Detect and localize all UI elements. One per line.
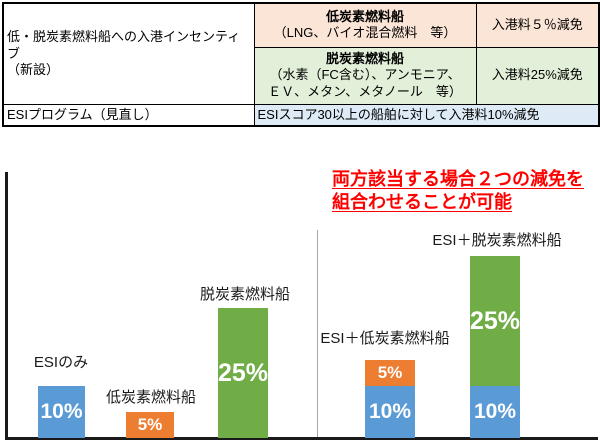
bar-segment: 5% bbox=[126, 412, 174, 438]
bar-category-label: ESI＋脱炭素燃料船 bbox=[432, 232, 562, 249]
esi-program-detail-cell: ESIスコア30以上の船舶に対して入港料10%減免 bbox=[253, 103, 600, 127]
bar-category-label: 脱炭素燃料船 bbox=[199, 286, 291, 303]
low-carbon-ship-examples: （LNG、バイオ混合燃料 等） bbox=[273, 25, 457, 41]
bar-segment: 10% bbox=[470, 386, 520, 438]
decarbonized-ship-cell: 脱炭素燃料船 （水素（FC含む）、アンモニア、 ＥＶ、メタン、メタノール 等） bbox=[253, 46, 477, 105]
combination-annotation-line2: 組合わせることが可能 bbox=[332, 192, 512, 212]
incentive-title-line1: 低・脱炭素燃料船への入港インセンティブ bbox=[7, 29, 241, 61]
decarbonized-discount-cell: 入港料25%減免 bbox=[475, 46, 600, 105]
group-divider-line bbox=[317, 230, 318, 437]
bar-segment: 25% bbox=[218, 308, 268, 438]
low-carbon-ship-cell: 低炭素燃料船 （LNG、バイオ混合燃料 等） bbox=[253, 2, 477, 48]
bar-category-label: 低炭素燃料船 bbox=[105, 389, 197, 406]
bar-segment: 5% bbox=[365, 360, 415, 386]
combination-annotation-line1: 両方該当する場合２つの減免を bbox=[332, 169, 584, 189]
incentive-title-line2: （新設） bbox=[7, 61, 60, 77]
bar-category-label: ESI＋低炭素燃料船 bbox=[320, 330, 450, 347]
bar-segment: 10% bbox=[38, 386, 85, 438]
bar-segment: 10% bbox=[365, 386, 415, 438]
decarbonized-ship-title: 脱炭素燃料船 bbox=[325, 51, 404, 67]
bar-segment: 25% bbox=[470, 256, 520, 386]
low-carbon-discount-cell: 入港料５％減免 bbox=[475, 2, 600, 48]
x-axis bbox=[5, 437, 598, 440]
decarbonized-ship-examples-line2: ＥＶ、メタン、メタノール 等） bbox=[268, 83, 462, 99]
decarbonized-ship-examples-line1: （水素（FC含む）、アンモニア、 bbox=[269, 67, 461, 83]
low-carbon-ship-title: 低炭素燃料船 bbox=[325, 9, 404, 24]
combination-annotation: 両方該当する場合２つの減免を 組合わせることが可能 bbox=[332, 168, 584, 214]
bar-category-label: ESIのみ bbox=[33, 354, 89, 371]
incentive-table: 低・脱炭素燃料船への入港インセンティブ （新設） 低炭素燃料船 （LNG、バイオ… bbox=[2, 2, 600, 127]
y-axis bbox=[5, 172, 8, 438]
incentive-title-cell: 低・脱炭素燃料船への入港インセンティブ （新設） bbox=[2, 2, 255, 105]
esi-program-cell: ESIプログラム（見直し） bbox=[2, 103, 255, 127]
